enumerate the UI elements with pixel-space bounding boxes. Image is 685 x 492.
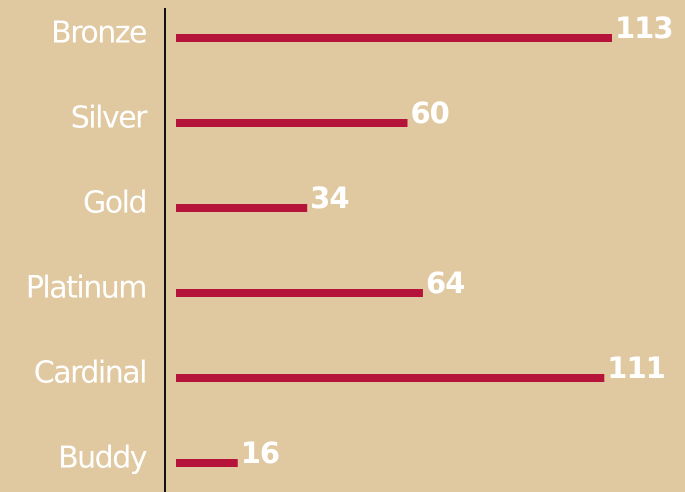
value-labels-group: 113 60 34 64 111 16 bbox=[241, 11, 674, 470]
bar-buddy bbox=[176, 459, 238, 467]
bars-group bbox=[176, 34, 612, 467]
bar-cardinal bbox=[176, 374, 605, 382]
value-label-platinum: 64 bbox=[426, 266, 464, 300]
category-label-bronze: Bronze bbox=[51, 16, 146, 51]
value-label-bronze: 113 bbox=[615, 11, 673, 45]
category-label-buddy: Buddy bbox=[58, 441, 147, 476]
bar-gold bbox=[176, 204, 308, 212]
value-label-cardinal: 111 bbox=[607, 351, 665, 385]
category-label-platinum: Platinum bbox=[26, 271, 146, 306]
value-label-buddy: 16 bbox=[241, 436, 279, 470]
category-label-silver: Silver bbox=[71, 101, 148, 136]
category-labels-group: Bronze Silver Gold Platinum Cardinal Buddy bbox=[26, 16, 150, 476]
bar-bronze bbox=[176, 34, 612, 42]
bar-platinum bbox=[176, 289, 423, 297]
category-label-cardinal: Cardinal bbox=[34, 356, 146, 391]
bar-silver bbox=[176, 119, 408, 127]
value-label-gold: 34 bbox=[310, 181, 348, 215]
category-label-gold: Gold bbox=[83, 186, 146, 221]
value-label-silver: 60 bbox=[411, 96, 449, 130]
